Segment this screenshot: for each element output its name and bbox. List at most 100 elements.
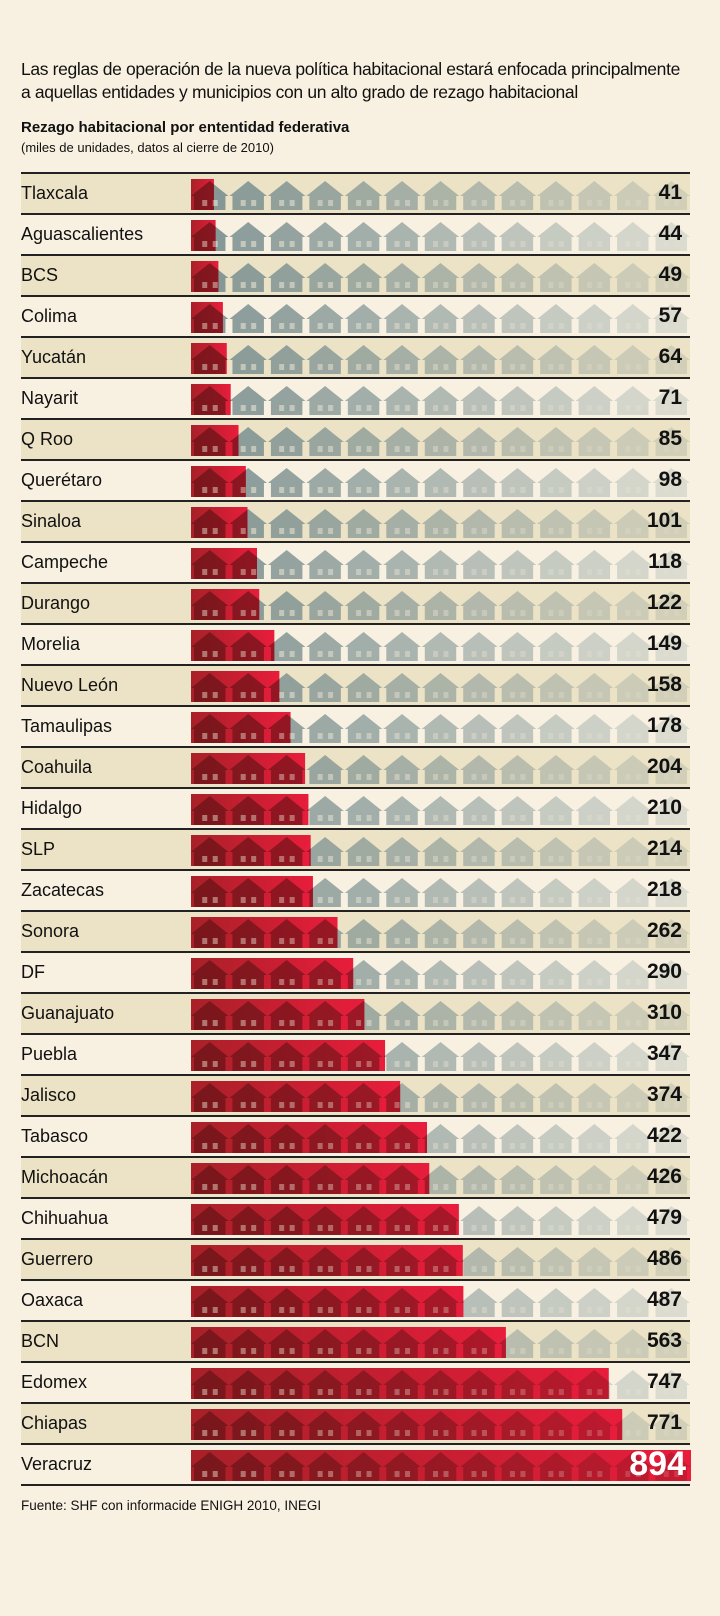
house-icon	[421, 550, 460, 579]
house-icon	[191, 837, 229, 866]
house-icon	[344, 509, 383, 538]
house-icon	[267, 1083, 306, 1112]
house-icon	[460, 1042, 498, 1071]
house-icon	[267, 641, 275, 661]
house-icon	[383, 345, 421, 374]
house-icon	[652, 714, 690, 743]
house-icon	[383, 1288, 421, 1317]
house-icon	[537, 1247, 575, 1276]
row-value: 204	[646, 755, 682, 778]
house-icon	[614, 673, 652, 702]
row-value: 41	[658, 181, 682, 204]
house-icon	[652, 427, 690, 456]
house-icon	[498, 1329, 537, 1358]
bar-track	[191, 589, 690, 620]
house-icon	[421, 960, 460, 989]
house-icon	[614, 837, 652, 866]
row-value: 122	[646, 591, 682, 614]
bar-track	[191, 384, 690, 415]
chart-row: BCN 563	[21, 1320, 690, 1361]
house-icon	[383, 1001, 421, 1030]
house-icon	[498, 837, 537, 866]
row-value: 210	[646, 796, 682, 819]
house-icon	[575, 755, 614, 784]
house-icon	[383, 591, 421, 620]
house-icon	[537, 714, 575, 743]
house-icon	[229, 427, 267, 456]
house-icon	[460, 1083, 498, 1112]
house-icon	[537, 1124, 575, 1153]
house-icon	[344, 427, 383, 456]
house-icon	[306, 591, 344, 620]
house-icon	[229, 878, 267, 907]
house-icon	[191, 345, 227, 374]
house-icon	[421, 1134, 428, 1153]
house-icon	[344, 468, 383, 497]
house-icon	[421, 919, 460, 948]
house-icon	[191, 550, 229, 579]
house-icon	[229, 919, 267, 948]
house-icon	[652, 1247, 690, 1276]
house-icon	[575, 796, 614, 825]
house-icon	[229, 1288, 267, 1317]
chart-row: Sonora 262	[21, 910, 690, 951]
house-icon	[421, 1001, 460, 1030]
house-icon	[267, 960, 306, 989]
house-icon	[229, 837, 267, 866]
house-icon	[421, 796, 460, 825]
house-icon	[306, 222, 344, 251]
house-icon	[498, 1001, 537, 1030]
house-icon	[537, 919, 575, 948]
house-icon	[537, 632, 575, 661]
house-icon	[614, 468, 652, 497]
house-icon	[229, 591, 260, 620]
house-icon	[652, 673, 690, 702]
house-icon	[229, 345, 267, 374]
house-icon	[614, 919, 652, 948]
house-icon	[614, 1329, 652, 1358]
house-icon	[614, 1370, 652, 1399]
house-icon	[344, 1411, 383, 1440]
row-value: 101	[646, 509, 682, 532]
house-icon	[537, 468, 575, 497]
house-icon	[614, 878, 652, 907]
house-icon	[383, 1411, 421, 1440]
row-label: SLP	[21, 839, 56, 859]
row-value: 290	[646, 960, 682, 983]
chart-row: Tlaxcala 41	[21, 172, 690, 213]
house-icon	[614, 632, 652, 661]
row-label: Chiapas	[21, 1413, 88, 1433]
chart-row: Edomex 747	[21, 1361, 690, 1402]
house-icon	[267, 1165, 306, 1194]
chart-row: Oaxaca 487	[21, 1279, 690, 1320]
house-icon	[652, 1206, 690, 1235]
house-icon	[498, 1206, 537, 1235]
house-icon	[229, 1411, 267, 1440]
house-icon	[306, 1083, 344, 1112]
house-icon	[460, 427, 498, 456]
row-label: Colima	[21, 306, 78, 326]
house-icon	[229, 673, 267, 702]
house-icon	[614, 509, 652, 538]
house-icon	[229, 550, 257, 579]
house-icon	[575, 1370, 609, 1399]
house-icon	[498, 796, 537, 825]
row-label: Sonora	[21, 921, 80, 941]
house-icon	[229, 469, 246, 497]
house-icon	[575, 304, 614, 333]
row-label: Tabasco	[21, 1126, 89, 1146]
bar-track	[191, 1327, 690, 1358]
house-icon	[614, 796, 652, 825]
house-icon	[460, 1259, 463, 1262]
house-icon	[614, 1083, 652, 1112]
house-icon	[344, 263, 383, 292]
house-icon	[614, 960, 652, 989]
house-icon	[498, 550, 537, 579]
bar-track	[191, 671, 690, 702]
house-icon	[652, 1083, 690, 1112]
house-icon	[537, 673, 575, 702]
house-icon	[229, 1083, 267, 1112]
bar-track	[191, 343, 690, 374]
house-icon	[344, 1001, 365, 1030]
house-icon	[306, 1452, 344, 1481]
